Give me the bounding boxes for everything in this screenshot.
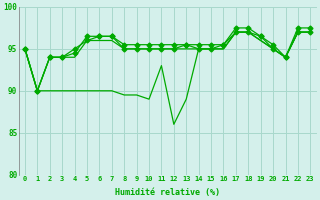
X-axis label: Humidité relative (%): Humidité relative (%) <box>115 188 220 197</box>
